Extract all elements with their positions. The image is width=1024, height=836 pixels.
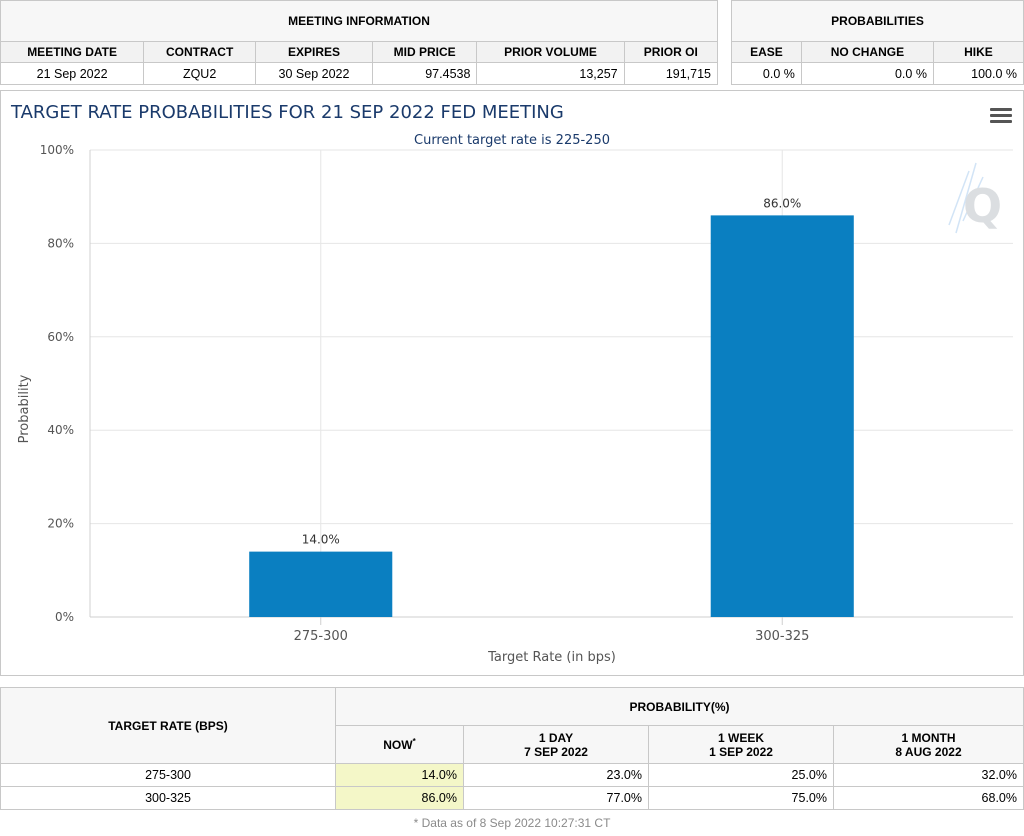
table-row: 300-325 86.0% 77.0% 75.0% 68.0%	[0, 786, 1024, 810]
contract-value: ZQU2	[143, 62, 257, 85]
one-week-cell: 75.0%	[648, 786, 834, 810]
chart-bars: 14.0% 86.0%	[249, 196, 854, 617]
bar-data-label: 86.0%	[763, 196, 801, 210]
y-tick-label: 20%	[47, 517, 74, 531]
now-cell: 86.0%	[335, 786, 464, 810]
y-tick-label: 80%	[47, 236, 74, 250]
prior-volume-header: PRIOR VOLUME	[476, 41, 625, 63]
one-month-cell: 32.0%	[833, 763, 1024, 787]
prior-oi-header: PRIOR OI	[623, 41, 719, 63]
contract-header: CONTRACT	[143, 41, 257, 63]
now-header: NOW*	[335, 725, 464, 764]
q-logo-watermark: Q	[948, 162, 1002, 234]
probabilities-title: PROBABILITIES	[731, 0, 1024, 42]
x-axis-label: Target Rate (in bps)	[487, 650, 616, 665]
one-week-date: 1 SEP 2022	[709, 744, 773, 759]
y-axis-ticks: 0% 20% 40% 60% 80% 100%	[40, 143, 74, 624]
chart-gridlines	[89, 149, 1013, 618]
meeting-information-table: MEETING INFORMATION MEETING DATE CONTRAC…	[0, 0, 719, 85]
meeting-date-value: 21 Sep 2022	[0, 62, 145, 85]
one-week-cell: 25.0%	[648, 763, 834, 787]
y-tick-label: 0%	[55, 610, 74, 624]
x-tick-label: 300-325	[755, 629, 809, 644]
bar-chart: TARGET RATE PROBABILITIES FOR 21 SEP 202…	[10, 102, 1013, 665]
now-cell: 14.0%	[335, 763, 464, 787]
one-week-header: 1 WEEK 1 SEP 2022	[648, 725, 834, 764]
one-month-header: 1 MONTH 8 AUG 2022	[833, 725, 1024, 764]
now-label: NOW	[383, 738, 413, 752]
one-day-cell: 23.0%	[463, 763, 649, 787]
bar-300-325[interactable]	[710, 215, 854, 617]
hamburger-menu-icon[interactable]	[990, 108, 1012, 124]
y-tick-label: 100%	[40, 143, 74, 157]
one-day-label: 1 DAY	[538, 730, 574, 745]
mid-price-value: 97.4538	[371, 62, 478, 85]
chart-panel: TARGET RATE PROBABILITIES FOR 21 SEP 202…	[0, 90, 1024, 676]
rate-cell: 275-300	[0, 763, 336, 787]
mid-price-header: MID PRICE	[371, 41, 478, 63]
hike-value: 100.0 %	[932, 62, 1024, 85]
x-axis-ticks: 275-300 300-325	[294, 617, 809, 644]
table-row: 275-300 14.0% 23.0% 25.0% 32.0%	[0, 763, 1024, 787]
one-day-cell: 77.0%	[463, 786, 649, 810]
hike-header: HIKE	[932, 41, 1024, 63]
ease-value: 0.0 %	[731, 62, 802, 85]
prior-oi-value: 191,715	[623, 62, 719, 85]
expires-header: EXPIRES	[255, 41, 373, 63]
prior-volume-value: 13,257	[476, 62, 625, 85]
data-timestamp-footnote: * Data as of 8 Sep 2022 10:27:31 CT	[413, 816, 611, 830]
no-change-value: 0.0 %	[800, 62, 934, 85]
y-tick-label: 60%	[47, 330, 74, 344]
chart-subtitle: Current target rate is 225-250	[414, 133, 610, 148]
probabilities-table: PROBABILITIES EASE NO CHANGE HIKE 0.0 % …	[731, 0, 1024, 85]
bar-275-300[interactable]	[249, 551, 393, 617]
chart-title: TARGET RATE PROBABILITIES FOR 21 SEP 202…	[10, 102, 564, 123]
ease-header: EASE	[731, 41, 802, 63]
rate-cell: 300-325	[0, 786, 336, 810]
meeting-information-title: MEETING INFORMATION	[0, 0, 718, 42]
one-week-label: 1 WEEK	[717, 730, 764, 745]
bar-data-label: 14.0%	[302, 533, 340, 547]
no-change-header: NO CHANGE	[800, 41, 934, 63]
target-rate-probability-table: TARGET RATE (BPS) PROBABILITY(%) NOW* 1 …	[0, 687, 1024, 810]
one-month-cell: 68.0%	[833, 786, 1024, 810]
expires-value: 30 Sep 2022	[255, 62, 373, 85]
y-axis-label: Probability	[17, 374, 32, 443]
svg-text:Q: Q	[963, 179, 1002, 233]
one-month-label: 1 MONTH	[901, 730, 956, 745]
now-asterisk: *	[412, 737, 416, 746]
meeting-date-header: MEETING DATE	[0, 41, 145, 63]
y-tick-label: 40%	[47, 423, 74, 437]
one-day-header: 1 DAY 7 SEP 2022	[463, 725, 649, 764]
one-month-date: 8 AUG 2022	[895, 744, 962, 759]
x-tick-label: 275-300	[294, 629, 348, 644]
one-day-date: 7 SEP 2022	[524, 744, 588, 759]
target-rate-header: TARGET RATE (BPS)	[0, 687, 336, 764]
probability-header: PROBABILITY(%)	[335, 687, 1024, 726]
